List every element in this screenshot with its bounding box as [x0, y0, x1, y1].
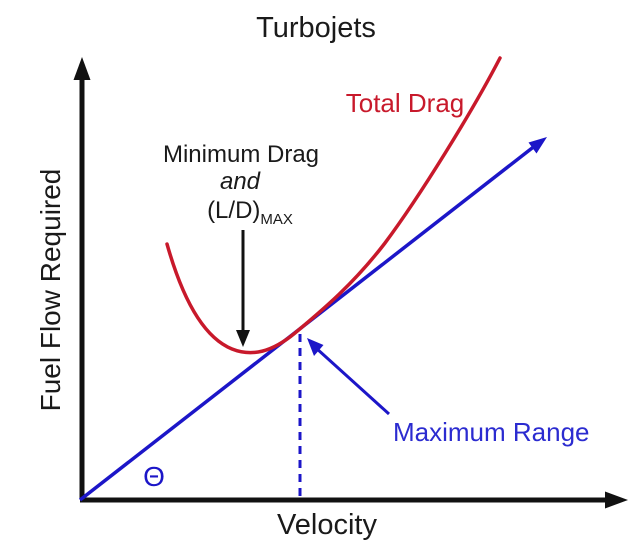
min-drag-max-subscript: MAX [260, 211, 293, 228]
max-range-arrow-line [314, 346, 391, 416]
x-axis-arrowhead-icon [605, 491, 628, 509]
y-axis-label: Fuel Flow Required [35, 169, 66, 412]
min-drag-arrowhead-icon [236, 330, 250, 347]
min-drag-ld-text: (L/D) [207, 197, 260, 224]
theta-angle-label: Θ [143, 461, 165, 492]
max-range-arrowhead-icon [307, 338, 324, 356]
min-drag-label-line2: and [220, 168, 261, 195]
min-drag-label-line3: (L/D)MAX [207, 197, 293, 228]
max-range-label: Maximum Range [393, 417, 590, 447]
tangent-line-arrowhead-icon [528, 137, 547, 154]
min-drag-label-line1: Minimum Drag [163, 141, 319, 168]
total-drag-label: Total Drag [346, 88, 465, 118]
x-axis-label: Velocity [277, 509, 377, 541]
chart-title: Turbojets [256, 12, 376, 44]
total-drag-curve [165, 56, 502, 355]
y-axis-arrowhead-icon [73, 57, 91, 80]
